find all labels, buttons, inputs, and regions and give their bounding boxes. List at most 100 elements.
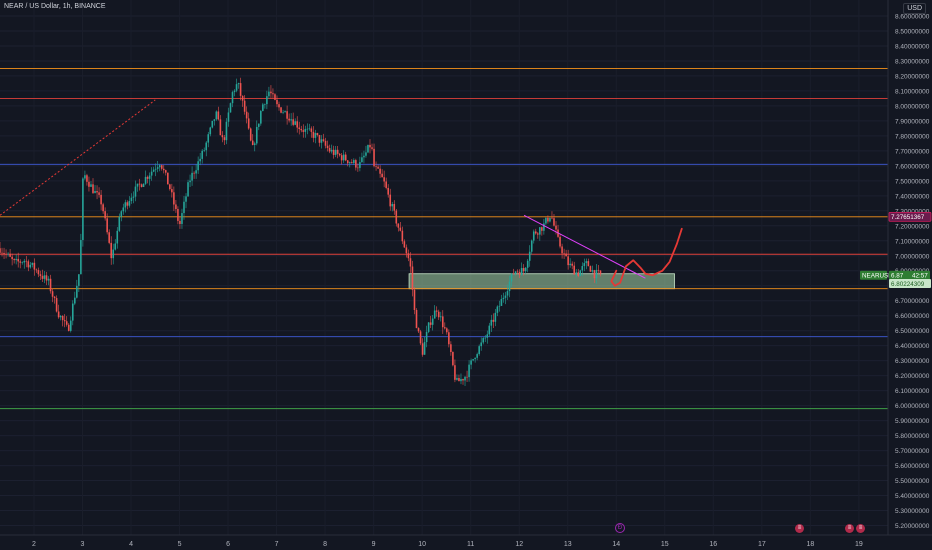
candle-body bbox=[387, 187, 389, 195]
x-tick-label: 16 bbox=[709, 541, 717, 548]
candle-body bbox=[108, 232, 110, 243]
candle-body bbox=[589, 266, 592, 272]
candle-body bbox=[292, 119, 294, 125]
candle-body bbox=[280, 107, 282, 113]
price-label-text: 6.87 bbox=[891, 273, 904, 280]
candle-body bbox=[429, 322, 432, 325]
candle-body bbox=[276, 99, 278, 105]
y-tick-label: 8.60000000 bbox=[895, 13, 930, 20]
candle-body bbox=[251, 140, 254, 145]
candle-body bbox=[322, 139, 325, 141]
candle-body bbox=[563, 253, 565, 254]
candle-body bbox=[344, 154, 347, 161]
x-tick-label: 13 bbox=[564, 541, 572, 548]
price-label-box bbox=[889, 270, 910, 280]
news-event-icon[interactable]: ≡ bbox=[845, 524, 854, 533]
x-tick-label: 3 bbox=[81, 541, 85, 548]
candle-body bbox=[41, 275, 44, 279]
candle-body bbox=[346, 160, 349, 164]
y-tick-label: 7.60000000 bbox=[895, 163, 930, 170]
candle-body bbox=[11, 256, 13, 260]
candle-body bbox=[441, 316, 444, 328]
candle-body bbox=[177, 209, 179, 221]
candle-body bbox=[506, 291, 509, 296]
candle-body bbox=[518, 271, 521, 276]
candle-body bbox=[543, 223, 545, 231]
candle-body bbox=[288, 118, 290, 121]
candle-body bbox=[47, 278, 50, 281]
candle-body bbox=[59, 316, 62, 318]
candle-body bbox=[110, 242, 113, 259]
candle-body bbox=[126, 202, 129, 206]
y-tick-label: 7.80000000 bbox=[895, 133, 930, 140]
candle-body bbox=[266, 96, 268, 105]
candle-body bbox=[433, 310, 436, 319]
candle-body bbox=[361, 157, 363, 163]
y-tick-label: 8.20000000 bbox=[895, 73, 930, 80]
y-tick-label: 7.10000000 bbox=[895, 238, 930, 245]
y-tick-label: 5.70000000 bbox=[895, 448, 930, 455]
descending-trendline bbox=[523, 214, 646, 279]
candle-body bbox=[591, 270, 594, 272]
candle-body bbox=[69, 320, 72, 331]
candle-body bbox=[498, 305, 501, 307]
candle-body bbox=[494, 312, 497, 322]
candle-body bbox=[369, 144, 371, 148]
candle-body bbox=[23, 260, 26, 263]
candle-body bbox=[585, 261, 588, 264]
candle-body bbox=[524, 267, 527, 272]
candle-body bbox=[272, 93, 274, 95]
candle-body bbox=[324, 140, 327, 146]
candle-body bbox=[496, 306, 499, 313]
candle-body bbox=[74, 297, 76, 304]
candle-body bbox=[577, 272, 580, 276]
candle-body bbox=[409, 258, 412, 267]
candle-body bbox=[318, 134, 321, 143]
candle-body bbox=[351, 162, 353, 163]
candle-body bbox=[377, 166, 379, 169]
news-event-icon[interactable]: ≡ bbox=[795, 524, 804, 533]
candle-body bbox=[132, 196, 135, 198]
candle-body bbox=[302, 130, 305, 132]
candle-body bbox=[298, 127, 301, 129]
candle-body bbox=[304, 129, 307, 132]
news-event-icon[interactable]: ≡ bbox=[856, 524, 865, 533]
x-tick-label: 19 bbox=[855, 541, 863, 548]
candle-body bbox=[140, 184, 143, 187]
y-tick-label: 6.40000000 bbox=[895, 343, 930, 350]
x-tick-label: 2 bbox=[32, 541, 36, 548]
candle-body bbox=[567, 256, 569, 266]
candle-body bbox=[547, 217, 549, 222]
candle-body bbox=[65, 321, 68, 325]
currency-button[interactable]: USD bbox=[903, 3, 926, 14]
candle-body bbox=[94, 191, 96, 194]
candle-body bbox=[227, 112, 230, 122]
candle-body bbox=[207, 134, 210, 143]
candle-body bbox=[565, 253, 567, 257]
support-zone bbox=[408, 273, 675, 290]
candle-body bbox=[219, 119, 222, 136]
candle-body bbox=[472, 359, 474, 361]
candle-body bbox=[264, 104, 266, 105]
candle-body bbox=[375, 166, 377, 167]
candle-body bbox=[490, 319, 493, 326]
candle-body bbox=[112, 249, 115, 259]
candle-body bbox=[484, 337, 487, 339]
candle-body bbox=[320, 139, 323, 143]
candle-body bbox=[86, 175, 88, 182]
dividend-event-icon[interactable]: Ð bbox=[615, 523, 625, 533]
candle-body bbox=[98, 192, 100, 195]
candle-body bbox=[403, 241, 406, 248]
candle-body bbox=[435, 310, 438, 312]
candle-body bbox=[437, 311, 440, 318]
candle-body bbox=[270, 91, 272, 94]
candle-body bbox=[1, 252, 3, 254]
candle-body bbox=[452, 351, 454, 366]
candle-body bbox=[19, 261, 22, 263]
candle-body bbox=[164, 170, 167, 173]
candle-body bbox=[82, 178, 84, 241]
candle-body bbox=[7, 253, 9, 255]
candle-body bbox=[401, 230, 404, 242]
candle-body bbox=[334, 149, 337, 155]
